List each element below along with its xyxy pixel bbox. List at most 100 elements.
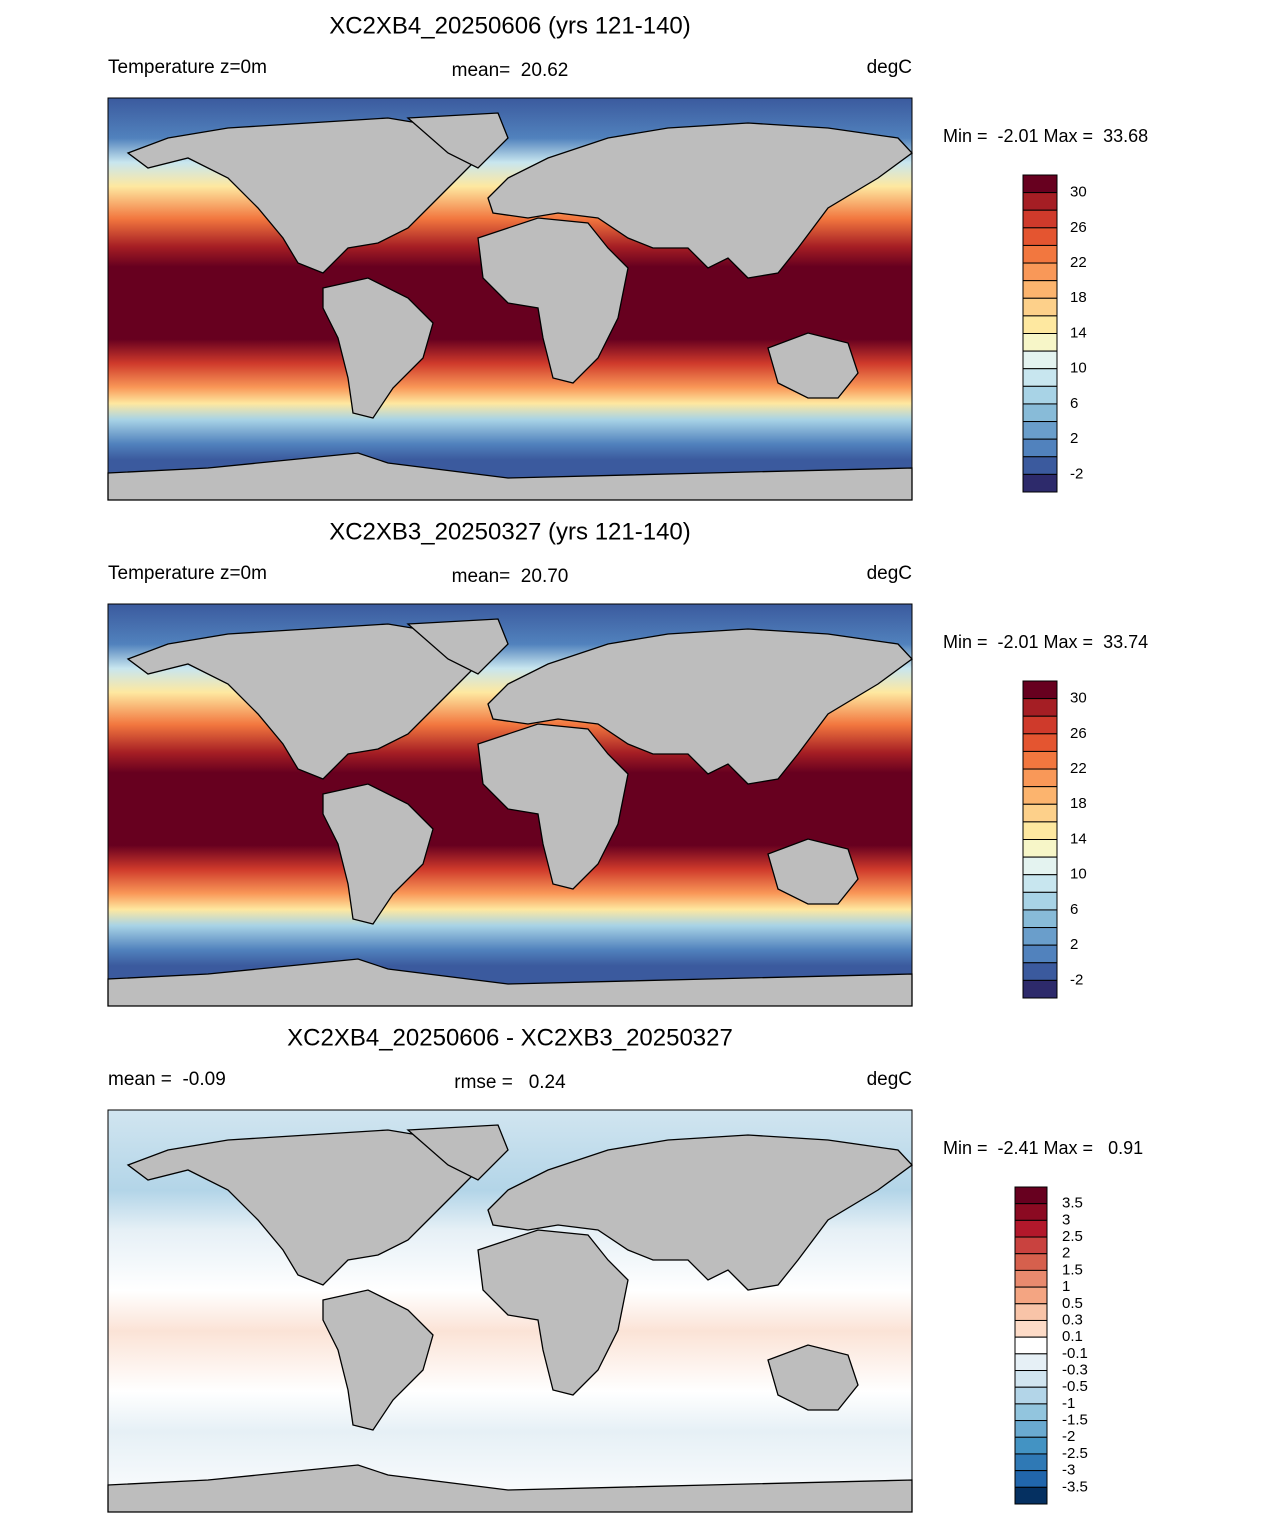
colorbar-label: 3.5 (1062, 1195, 1083, 1212)
colorbar-box (1014, 1453, 1048, 1472)
colorbar-box (1014, 1403, 1048, 1422)
colorbar-box (1022, 473, 1058, 493)
colorbar-label: -1 (1062, 1395, 1075, 1412)
colorbar-box (1022, 209, 1058, 229)
colorbar-box (1022, 803, 1058, 823)
colorbar-box (1014, 1370, 1048, 1388)
colorbar-box (1014, 1253, 1048, 1271)
colorbar-box (1022, 768, 1058, 788)
colorbar-box (1022, 927, 1058, 946)
colorbar-box (1022, 715, 1058, 735)
colorbar-label: 30 (1070, 184, 1087, 201)
map (107, 1109, 913, 1513)
left-label: mean = -0.09 (108, 1069, 226, 1090)
colorbar-box (1022, 227, 1058, 246)
colorbar-box (1022, 821, 1058, 841)
colorbar-label: 22 (1070, 254, 1087, 271)
colorbar-box (1014, 1186, 1048, 1205)
colorbar-label: 2.5 (1062, 1228, 1083, 1245)
colorbar-box (1022, 403, 1058, 423)
colorbar-box (1022, 874, 1058, 893)
colorbar-box (1022, 944, 1058, 964)
colorbar-box (1022, 698, 1058, 717)
colorbar-box (1014, 1486, 1048, 1505)
colorbar-box (1022, 315, 1058, 334)
map-frame (107, 1109, 913, 1513)
units-label: degC (867, 1069, 912, 1090)
colorbar-box (1022, 174, 1058, 194)
colorbar-box (1022, 280, 1058, 299)
colorbar-box (1014, 1436, 1048, 1455)
colorbar-box (1022, 350, 1058, 370)
units-label: degC (867, 57, 912, 78)
colorbar-label: -3 (1062, 1462, 1075, 1479)
colorbar-label: 18 (1070, 795, 1087, 812)
range-label: Min = -2.41 Max = 0.91 (943, 1138, 1143, 1158)
colorbar-box (1014, 1269, 1048, 1288)
colorbar-box (1022, 856, 1058, 876)
colorbar-box (1022, 244, 1058, 264)
colorbar-label: 10 (1070, 360, 1087, 377)
colorbar-box (1022, 438, 1058, 458)
center-label: rmse = 0.24 (454, 1072, 566, 1093)
left-label: Temperature z=0m (108, 57, 267, 78)
panel-title: XC2XB4_20250606 - XC2XB3_20250327 (287, 1024, 733, 1051)
colorbar-box (1022, 962, 1058, 981)
colorbar-box (1022, 750, 1058, 770)
left-label: Temperature z=0m (108, 563, 267, 584)
colorbar-box (1022, 733, 1058, 752)
colorbar-label: 6 (1070, 901, 1078, 918)
colorbar-box (1022, 456, 1058, 475)
colorbar-box (1014, 1303, 1048, 1321)
colorbar-label: 3 (1062, 1211, 1070, 1228)
map-frame (107, 97, 913, 501)
colorbar-box (1014, 1336, 1048, 1355)
colorbar-box (1022, 385, 1058, 405)
colorbar-label: -0.3 (1062, 1361, 1088, 1378)
colorbar-label: -0.1 (1062, 1345, 1088, 1362)
colorbar-box (1022, 909, 1058, 929)
panel-title: XC2XB4_20250606 (yrs 121-140) (329, 12, 691, 39)
colorbar-label: -2.5 (1062, 1445, 1088, 1462)
colorbar-box (1014, 1236, 1048, 1255)
map (107, 603, 913, 1007)
colorbar-box (1014, 1219, 1048, 1238)
colorbar-label: 26 (1070, 725, 1087, 742)
colorbar-label: -3.5 (1062, 1478, 1088, 1495)
map (107, 97, 913, 501)
colorbar-box (1014, 1386, 1048, 1405)
center-label: mean= 20.62 (452, 60, 569, 81)
colorbar-label: 0.3 (1062, 1311, 1083, 1328)
colorbar-label: -2 (1070, 465, 1083, 482)
colorbar-box (1022, 421, 1058, 440)
colorbar-box (1022, 192, 1058, 211)
map-frame (107, 603, 913, 1007)
colorbar-label: 0.1 (1062, 1328, 1083, 1345)
colorbar-box (1022, 786, 1058, 805)
colorbar-label: 26 (1070, 219, 1087, 236)
colorbar-label: 2 (1070, 430, 1078, 447)
colorbar-box (1022, 333, 1058, 352)
colorbar-box (1014, 1319, 1048, 1338)
colorbar-box (1022, 839, 1058, 858)
colorbar-label: -1.5 (1062, 1412, 1088, 1429)
colorbar-label: 6 (1070, 395, 1078, 412)
colorbar-label: 10 (1070, 866, 1087, 883)
colorbar-box (1014, 1353, 1048, 1372)
colorbar-label: -2 (1062, 1428, 1075, 1445)
colorbar-label: 2 (1070, 936, 1078, 953)
colorbar-box (1022, 891, 1058, 911)
colorbar-box (1014, 1286, 1048, 1305)
colorbar-label: 30 (1070, 690, 1087, 707)
range-label: Min = -2.01 Max = 33.74 (943, 632, 1148, 652)
colorbar-box (1022, 979, 1058, 999)
colorbar-box (1014, 1470, 1048, 1488)
range-label: Min = -2.01 Max = 33.68 (943, 126, 1148, 146)
colorbar-box (1022, 262, 1058, 282)
colorbar-box (1022, 680, 1058, 700)
colorbar-label: 1 (1062, 1278, 1070, 1295)
colorbar-label: 14 (1070, 830, 1087, 847)
colorbar-box (1014, 1420, 1048, 1438)
colorbar-label: -2 (1070, 971, 1083, 988)
